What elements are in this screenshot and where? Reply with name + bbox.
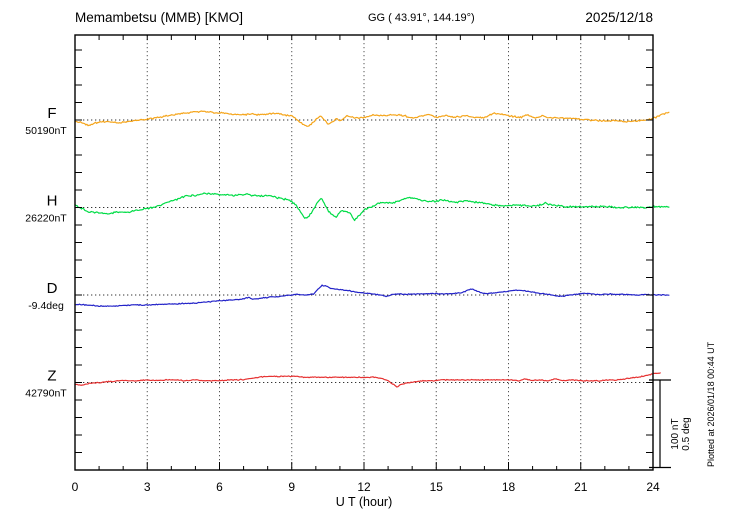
plot-date: 2025/12/18 <box>585 10 653 25</box>
trace-Z <box>74 372 661 388</box>
channel-value-H: 26220nT <box>25 213 67 225</box>
traces <box>74 110 670 388</box>
x-tick-labels: 0 3 6 9 12 15 18 21 24 <box>72 480 660 494</box>
station-title: Memambetsu (MMB) [KMO] <box>75 10 243 25</box>
channel-letter-Z: Z <box>47 368 56 385</box>
channel-letter-D: D <box>47 280 58 297</box>
x-tick-label-24: 24 <box>646 480 660 494</box>
x-tick-label-21: 21 <box>574 480 588 494</box>
channel-letter-F: F <box>47 105 56 122</box>
channel-letter-H: H <box>47 193 58 210</box>
x-tick-label-15: 15 <box>430 480 444 494</box>
trace-F <box>74 110 670 127</box>
scalebar-label-nt: 100 nT <box>670 418 681 449</box>
x-tick-label-12: 12 <box>357 480 371 494</box>
x-tick-label-0: 0 <box>72 480 79 494</box>
plotted-timestamp: Plotted at 2026/01/18 00:44 UT <box>706 341 716 467</box>
scalebar-label-deg: 0.5 deg <box>681 417 692 450</box>
channel-value-D: -9.4deg <box>28 300 64 312</box>
channel-labels: F 50190nT H 26220nT D -9.4deg Z 42790nT <box>25 105 67 400</box>
scale-bar <box>649 379 671 469</box>
trace-D <box>74 284 670 308</box>
observatory-coords: GG ( 43.91°, 144.19°) <box>368 12 475 24</box>
x-axis-label: U T (hour) <box>336 495 393 509</box>
gridlines <box>146 35 582 470</box>
x-tick-label-3: 3 <box>144 480 151 494</box>
x-tick-label-18: 18 <box>502 480 516 494</box>
trace-H <box>74 192 670 222</box>
x-tick-label-9: 9 <box>288 480 295 494</box>
channel-value-F: 50190nT <box>25 125 67 137</box>
axis-ticks <box>74 35 654 470</box>
channel-value-Z: 42790nT <box>25 388 67 400</box>
channel-baselines <box>75 119 653 383</box>
x-tick-label-6: 6 <box>216 480 223 494</box>
